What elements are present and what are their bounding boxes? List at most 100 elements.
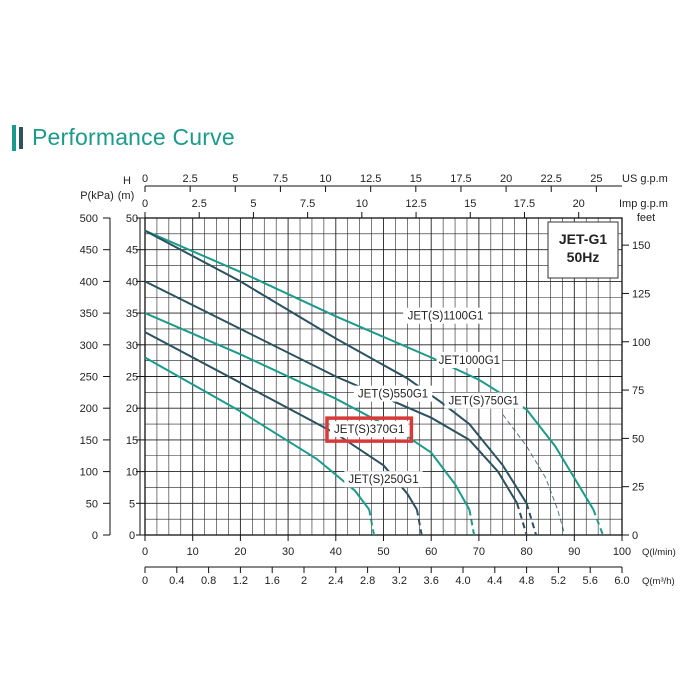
series-annotation: JET(S)550G1 bbox=[358, 389, 428, 401]
frequency-label: 50Hz bbox=[567, 249, 600, 265]
series-annotation: JET(S)750G1 bbox=[449, 396, 519, 408]
series-line bbox=[144, 356, 370, 511]
title-block: Performance Curve bbox=[12, 124, 235, 151]
flow-m3h-tick-label: 4.4 bbox=[487, 575, 502, 587]
flow-imp-tick-label: 2.5 bbox=[192, 198, 207, 210]
flow-us-tick-label: 2.5 bbox=[182, 173, 197, 185]
head-axis-unit: (m) bbox=[118, 190, 135, 202]
series-annotation: JET(S)370G1 bbox=[334, 424, 404, 436]
flow-imp-tick-label: 12.5 bbox=[405, 198, 426, 210]
flow-us-tick-label: 12.5 bbox=[360, 173, 381, 185]
pressure-tick-label: 150 bbox=[80, 435, 98, 447]
feet-tick-label: 50 bbox=[632, 433, 644, 445]
flow-us-tick-label: 5 bbox=[232, 173, 238, 185]
head-tick-label: 50 bbox=[126, 213, 138, 225]
flow-m3h-tick-label: 4.0 bbox=[455, 575, 470, 587]
flow-m3h-tick-label: 4.8 bbox=[519, 575, 534, 587]
flow-us-tick-label: 25 bbox=[590, 173, 602, 185]
series-annotation: JET1000G1 bbox=[439, 355, 500, 367]
flow-m3h-tick-label: 2.4 bbox=[328, 575, 343, 587]
head-tick-label: 20 bbox=[126, 403, 138, 415]
feet-tick-label: 100 bbox=[632, 337, 650, 349]
flow-lmin-tick-label: 20 bbox=[234, 546, 246, 558]
model-box bbox=[547, 221, 619, 279]
pressure-tick-label: 250 bbox=[80, 372, 98, 384]
title-bar-teal bbox=[12, 124, 16, 151]
series-annotation: JET(S)250G1 bbox=[348, 474, 418, 486]
flow-m3h-tick-label: 2 bbox=[301, 575, 307, 587]
series-dashed-end bbox=[468, 509, 476, 536]
annotation-background bbox=[444, 392, 523, 409]
pressure-tick-label: 100 bbox=[80, 467, 98, 479]
flow-imp-tick-label: 15 bbox=[464, 198, 476, 210]
feet-tick-label: 125 bbox=[632, 288, 650, 300]
head-tick-label: 0 bbox=[129, 530, 135, 542]
flow-lmin-tick-label: 30 bbox=[282, 546, 294, 558]
annotation-background bbox=[344, 471, 423, 488]
flow-lmin-tick-label: 40 bbox=[330, 546, 342, 558]
flow-imp-tick-label: 20 bbox=[573, 198, 585, 210]
flow-m3h-tick-label: 0.8 bbox=[201, 575, 216, 587]
pressure-tick-label: 50 bbox=[86, 498, 98, 510]
annotation-background bbox=[403, 307, 488, 324]
series-dashed-end bbox=[592, 509, 604, 536]
head-tick-label: 30 bbox=[126, 340, 138, 352]
pressure-tick-label: 400 bbox=[80, 276, 98, 288]
flow-us-tick-label: 15 bbox=[410, 173, 422, 185]
series-annotation: JET(S)1100G1 bbox=[408, 311, 484, 323]
series-dashed-end bbox=[525, 503, 538, 536]
flow-m3h-tick-label: 3.2 bbox=[392, 575, 407, 587]
page-title: Performance Curve bbox=[32, 124, 235, 150]
flow-m3h-tick-label: 1.2 bbox=[233, 575, 248, 587]
feet-tick-label: 150 bbox=[632, 240, 650, 252]
flow-lmin-tick-label: 10 bbox=[187, 546, 199, 558]
flow-lmin-tick-label: 90 bbox=[568, 546, 580, 558]
flow-us-tick-label: 7.5 bbox=[273, 173, 288, 185]
head-tick-label: 35 bbox=[126, 308, 138, 320]
flow-m3h-tick-label: 3.6 bbox=[424, 575, 439, 587]
pressure-axis-label: P(kPa) bbox=[80, 190, 114, 202]
flow-lmin-axis-label: Q(l/min) bbox=[642, 547, 676, 558]
highlight-box bbox=[325, 416, 414, 443]
annotation-background bbox=[329, 421, 409, 438]
flow-us-tick-label: 17.5 bbox=[450, 173, 471, 185]
flow-m3h-tick-label: 2.8 bbox=[360, 575, 375, 587]
head-tick-label: 10 bbox=[126, 467, 138, 479]
flow-m3h-tick-label: 6.0 bbox=[614, 575, 629, 587]
feet-axis-label: feet bbox=[637, 212, 655, 224]
title-bar-dark bbox=[19, 126, 23, 149]
flow-m3h-tick-label: 0.4 bbox=[169, 575, 184, 587]
flow-m3h-tick-label: 5.2 bbox=[551, 575, 566, 587]
pressure-tick-label: 350 bbox=[80, 308, 98, 320]
head-tick-label: 25 bbox=[126, 372, 138, 384]
flow-lmin-tick-label: 100 bbox=[613, 546, 631, 558]
model-label: JET-G1 bbox=[559, 231, 607, 247]
flow-imp-tick-label: 10 bbox=[356, 198, 368, 210]
pressure-tick-label: 300 bbox=[80, 340, 98, 352]
flow-us-axis-label: US g.p.m bbox=[622, 173, 668, 185]
head-tick-label: 5 bbox=[129, 498, 135, 510]
feet-tick-label: 75 bbox=[632, 385, 644, 397]
series-dashed-end bbox=[368, 509, 375, 536]
feet-tick-label: 0 bbox=[632, 530, 638, 542]
annotation-background bbox=[436, 352, 503, 369]
flow-lmin-tick-label: 60 bbox=[425, 546, 437, 558]
pressure-tick-label: 200 bbox=[80, 403, 98, 415]
series-line bbox=[144, 280, 518, 504]
flow-imp-tick-label: 5 bbox=[250, 198, 256, 210]
flow-us-tick-label: 10 bbox=[319, 173, 331, 185]
pressure-tick-label: 450 bbox=[80, 245, 98, 257]
flow-lmin-tick-label: 70 bbox=[473, 546, 485, 558]
flow-m3h-tick-label: 1.6 bbox=[265, 575, 280, 587]
flow-m3h-tick-label: 5.6 bbox=[583, 575, 598, 587]
flow-lmin-tick-label: 80 bbox=[520, 546, 532, 558]
series-dashed-end bbox=[516, 503, 528, 536]
flow-us-tick-label: 22.5 bbox=[541, 173, 562, 185]
feet-tick-label: 25 bbox=[632, 482, 644, 494]
series-line bbox=[144, 331, 418, 511]
head-tick-label: 45 bbox=[126, 245, 138, 257]
flow-lmin-tick-label: 0 bbox=[142, 546, 148, 558]
pressure-tick-label: 0 bbox=[92, 530, 98, 542]
annotation-background bbox=[353, 385, 433, 402]
flow-m3h-tick-label: 0 bbox=[142, 575, 148, 587]
